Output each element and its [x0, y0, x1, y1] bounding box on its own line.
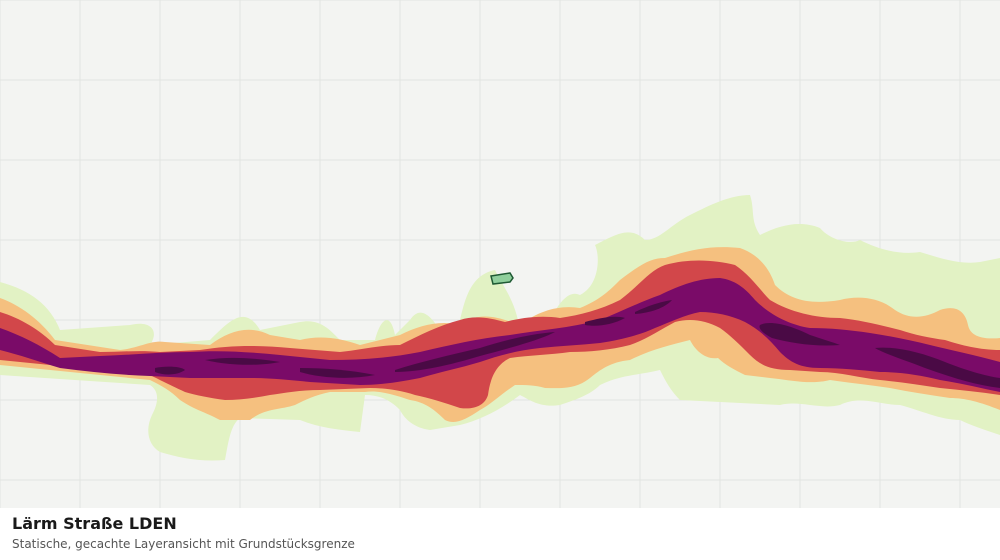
map-canvas[interactable]: [0, 0, 1000, 508]
noise-map: [0, 0, 1000, 508]
layer-title: Lärm Straße LDEN: [12, 514, 177, 533]
map-footer: Lärm Straße LDEN Statische, gecachte Lay…: [0, 508, 1000, 560]
noise-band-darkpurple: [155, 300, 1000, 388]
layer-caption: Statische, gecachte Layeransicht mit Gru…: [12, 537, 355, 551]
parcel-boundary[interactable]: [490, 272, 514, 285]
